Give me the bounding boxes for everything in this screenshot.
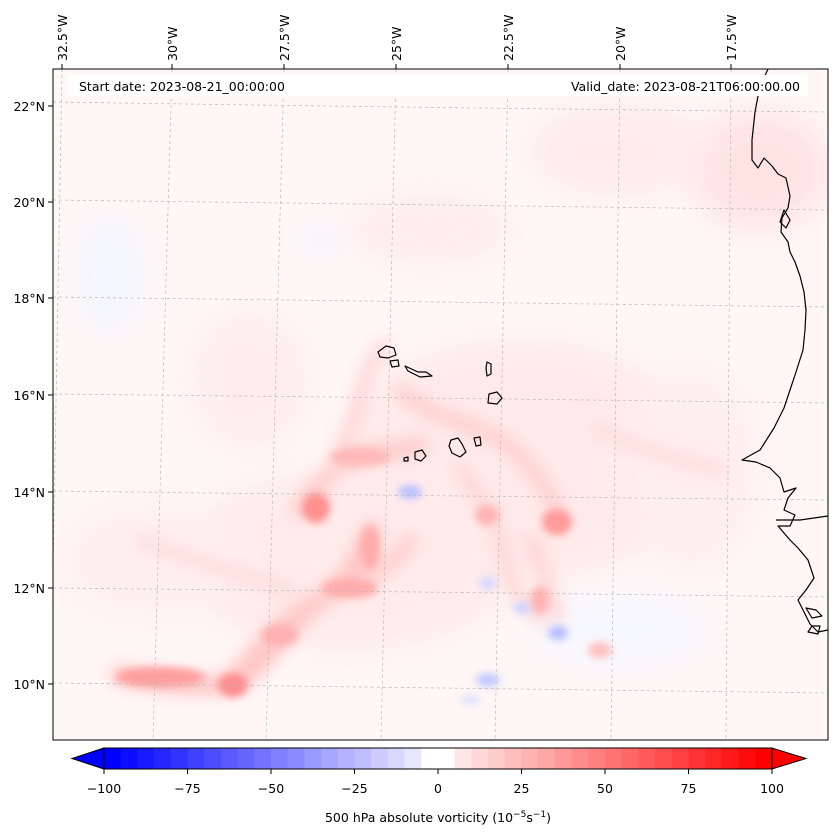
colorbar-cell	[605, 748, 623, 769]
vorticity-maxima	[115, 448, 612, 697]
colorbar-cell	[120, 748, 138, 769]
map-panel	[53, 69, 828, 740]
senegal-gambia-coast	[776, 515, 828, 521]
island-brava	[403, 456, 409, 462]
island-sao-nicolau	[404, 365, 433, 378]
lon-tick-marks	[61, 64, 732, 69]
colorbar-cell	[304, 748, 322, 769]
valid-date-label: Valid_date: 2023-08-21T06:00:00.00	[571, 79, 800, 94]
colorbar-cell	[504, 748, 522, 769]
lon-label-27-5w: 27.5°W	[277, 15, 292, 61]
cb-tick-100: 100	[760, 781, 784, 796]
colorbar-cell	[721, 748, 739, 769]
colorbar-cell	[104, 748, 122, 769]
colorbar-cell	[671, 748, 689, 769]
colorbar-cell	[404, 748, 422, 769]
colorbar-cell	[254, 748, 272, 769]
colorbar-extend-low-arrow	[70, 747, 105, 770]
colorbar-cell	[571, 748, 589, 769]
lat-tick-labels: 22°N 20°N 18°N 16°N 14°N 12°N 10°N	[13, 99, 45, 692]
colorbar-cell	[371, 748, 389, 769]
colorbar-cell	[204, 748, 222, 769]
cb-tick-neg50: −50	[258, 781, 284, 796]
lat-tick-marks	[48, 105, 53, 685]
island-boa-vista	[487, 391, 503, 405]
lon-label-17-5w: 17.5°W	[724, 15, 739, 61]
cb-tick-50: 50	[597, 781, 613, 796]
colorbar-cell	[454, 748, 472, 769]
island-sao-vicente	[389, 359, 400, 368]
colorbar-cell	[705, 748, 723, 769]
colorbar-cell	[220, 748, 238, 769]
island-maio	[473, 436, 482, 447]
colorbar-cell	[321, 748, 339, 769]
colorbar-cell	[521, 748, 539, 769]
colorbar-cell	[387, 748, 405, 769]
graticule	[53, 69, 828, 740]
map-border	[52, 68, 829, 741]
colorbar-cell	[421, 748, 439, 769]
colorbar-cell	[271, 748, 289, 769]
coastlines	[377, 69, 828, 635]
colorbar-cell	[488, 748, 506, 769]
colorbar-cell	[471, 748, 489, 769]
lat-label-16n: 16°N	[13, 388, 45, 403]
colorbar-cell	[755, 748, 773, 769]
lon-label-20w: 20°W	[613, 26, 628, 61]
colorbar-cell	[438, 748, 456, 769]
island-santo-antao	[377, 345, 397, 359]
vorticity-minima	[398, 485, 568, 705]
lat-label-12n: 12°N	[13, 581, 45, 596]
colorbar-tick-labels: −100 −75 −50 −25 0 25 50 75 100	[87, 781, 784, 796]
cb-tick-25: 25	[514, 781, 530, 796]
annotation-strip	[68, 75, 808, 96]
colorbar-cell	[655, 748, 673, 769]
cb-tick-neg75: −75	[174, 781, 200, 796]
colorbar-tick-marks	[103, 769, 773, 774]
colorbar-extend-high-arrow	[771, 747, 808, 770]
colorbar-cells	[104, 748, 773, 769]
colorbar-cell	[621, 748, 639, 769]
lon-tick-labels: 32.5°W 30°W 27.5°W 25°W 22.5°W 20°W 17.5…	[55, 15, 739, 61]
lat-label-22n: 22°N	[13, 99, 45, 114]
colorbar-cell	[137, 748, 155, 769]
lat-label-14n: 14°N	[13, 485, 45, 500]
start-date-label: Start date: 2023-08-21_00:00:00	[79, 79, 285, 94]
colorbar-cell	[287, 748, 305, 769]
cb-tick-75: 75	[681, 781, 697, 796]
colorbar-cell	[154, 748, 172, 769]
island-sal	[485, 361, 492, 377]
colorbar-cell	[170, 748, 188, 769]
colorbar-cell	[187, 748, 205, 769]
island-fogo	[414, 449, 427, 462]
island-santiago	[448, 437, 467, 458]
lat-label-18n: 18°N	[13, 291, 45, 306]
colorbar-cell	[354, 748, 372, 769]
colorbar-cell	[638, 748, 656, 769]
bijagos-islands	[805, 607, 823, 635]
colorbar-cell	[688, 748, 706, 769]
lon-label-22-5w: 22.5°W	[501, 15, 516, 61]
lon-label-32-5w: 32.5°W	[55, 15, 70, 61]
colorbar-cell	[738, 748, 756, 769]
colorbar-label: 500 hPa absolute vorticity (10−5s−1)	[325, 810, 551, 825]
africa-coastline	[741, 69, 828, 633]
cb-tick-0: 0	[434, 781, 442, 796]
africa-coastline-canary-arm	[779, 209, 791, 229]
colorbar: −100 −75 −50 −25 0 25 50 75 100 500 hPa …	[70, 747, 808, 825]
colorbar-cell	[554, 748, 572, 769]
lat-label-20n: 20°N	[13, 195, 45, 210]
lon-label-25w: 25°W	[389, 26, 404, 61]
cb-tick-neg25: −25	[341, 781, 367, 796]
colorbar-cell	[538, 748, 556, 769]
lat-label-10n: 10°N	[13, 677, 45, 692]
colorbar-cell	[237, 748, 255, 769]
cb-tick-neg100: −100	[87, 781, 121, 796]
lon-label-30w: 30°W	[165, 26, 180, 61]
colorbar-cell	[337, 748, 355, 769]
colorbar-cell	[588, 748, 606, 769]
